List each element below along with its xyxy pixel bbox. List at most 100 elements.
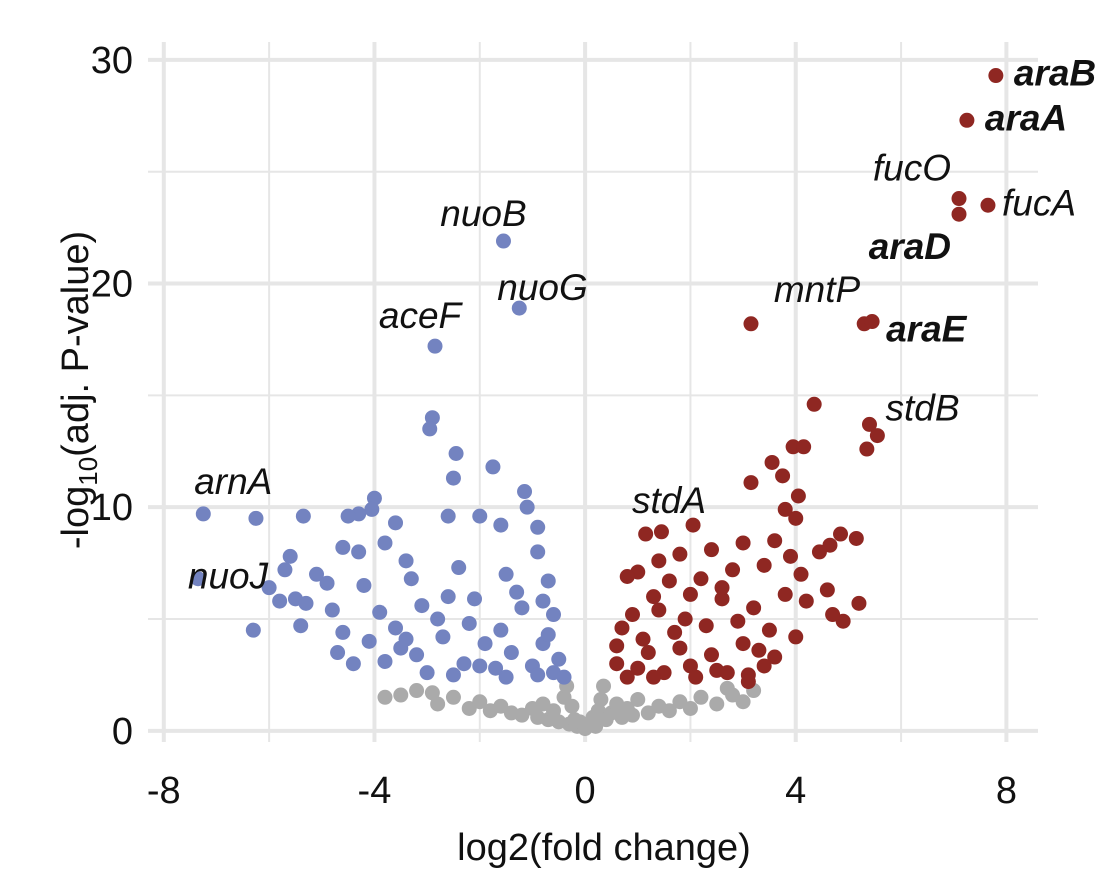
down-point	[377, 535, 393, 551]
up-point	[693, 571, 709, 587]
up-point	[624, 607, 640, 623]
up-point	[688, 669, 704, 685]
down-point	[498, 669, 514, 685]
up-point	[959, 112, 975, 128]
up-point	[785, 439, 801, 455]
ns-point	[593, 692, 609, 708]
up-point	[667, 624, 683, 640]
down-point	[324, 602, 340, 618]
up-point	[833, 526, 849, 542]
down-point	[335, 539, 351, 555]
up-point	[980, 197, 996, 213]
ns-point	[546, 703, 562, 719]
up-point	[788, 629, 804, 645]
up-point	[848, 530, 864, 546]
ns-point	[564, 698, 580, 714]
y-tick-label: 20	[91, 264, 133, 306]
down-point	[546, 607, 562, 623]
down-point	[503, 645, 519, 661]
down-point	[248, 510, 264, 526]
up-point	[811, 544, 827, 560]
up-point	[806, 396, 822, 412]
ns-point	[409, 683, 425, 699]
down-point	[493, 622, 509, 638]
down-point	[330, 645, 346, 661]
down-point	[419, 665, 435, 681]
down-point	[377, 653, 393, 669]
gene-label: nuoG	[497, 267, 588, 308]
gene-label: araB	[1014, 53, 1096, 94]
down-point	[282, 548, 298, 564]
down-point	[451, 560, 467, 576]
y-axis-title-suffix: (adj. P-value)	[55, 231, 97, 457]
ns-point	[430, 696, 446, 712]
down-point	[540, 573, 556, 589]
down-point	[498, 566, 514, 582]
up-point	[819, 582, 835, 598]
gene-label: stdA	[632, 480, 706, 521]
down-point	[461, 615, 477, 631]
down-point	[277, 562, 293, 578]
up-point	[682, 658, 698, 674]
up-point	[751, 642, 767, 658]
down-point	[511, 300, 527, 316]
up-point	[788, 510, 804, 526]
grid	[148, 42, 1038, 742]
down-point	[414, 598, 430, 614]
up-point	[653, 524, 669, 540]
ns-point	[393, 687, 409, 703]
up-point	[859, 441, 875, 457]
up-point	[714, 591, 730, 607]
ns-point	[424, 685, 440, 701]
ns-point	[630, 692, 646, 708]
down-point	[295, 508, 311, 524]
gene-label: nuoJ	[188, 556, 269, 597]
ns-point	[682, 700, 698, 716]
down-point	[388, 620, 404, 636]
gene-label: stdB	[885, 387, 959, 428]
down-point	[448, 446, 464, 462]
down-point	[190, 571, 206, 587]
down-point	[535, 593, 551, 609]
down-point	[298, 595, 314, 611]
up-point	[951, 191, 967, 207]
up-point	[698, 618, 714, 634]
up-point	[743, 475, 759, 491]
x-axis-title: log2(fold change)	[457, 827, 751, 869]
up-point	[614, 620, 630, 636]
up-point	[672, 640, 688, 656]
up-point	[635, 631, 651, 647]
down-point	[409, 647, 425, 663]
up-point	[777, 586, 793, 602]
y-axis-title-prefix: -log	[55, 486, 97, 549]
down-point	[340, 508, 356, 524]
x-tick-label: 8	[996, 770, 1017, 812]
up-point	[703, 647, 719, 663]
down-point	[435, 629, 451, 645]
up-point	[651, 602, 667, 618]
gene-label: fucA	[1002, 182, 1076, 223]
down-point	[530, 667, 546, 683]
gene-label: araE	[886, 309, 968, 350]
up-point	[619, 669, 635, 685]
down-point	[472, 508, 488, 524]
down-point	[440, 508, 456, 524]
down-point	[403, 571, 419, 587]
up-point	[735, 636, 751, 652]
up-point	[725, 562, 741, 578]
up-point	[630, 660, 646, 676]
gene-label: nuoB	[440, 193, 526, 234]
down-point	[372, 604, 388, 620]
down-point	[440, 589, 456, 605]
up-point	[767, 533, 783, 549]
up-point	[682, 586, 698, 602]
y-tick-label: 10	[91, 487, 133, 529]
up-point	[775, 468, 791, 484]
gene-label: aceF	[379, 295, 464, 336]
up-point	[609, 638, 625, 654]
down-point	[485, 459, 501, 475]
up-point	[861, 416, 877, 432]
down-point	[556, 669, 572, 685]
ns-point	[735, 694, 751, 710]
